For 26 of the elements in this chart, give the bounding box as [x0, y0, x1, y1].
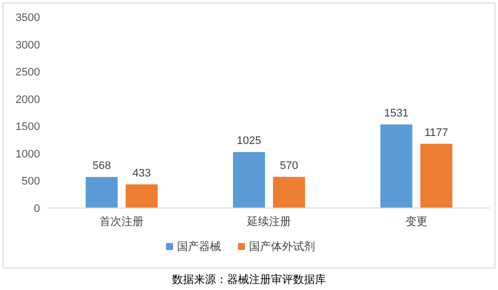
data-label: 1177: [424, 126, 448, 139]
bar: [126, 184, 158, 208]
x-tick-label: 变更: [405, 215, 428, 228]
data-label: 568: [92, 160, 111, 172]
y-tick-label: 3500: [16, 12, 40, 24]
data-label: 1531: [384, 107, 409, 120]
bar: [273, 176, 305, 208]
x-tick-label: 首次注册: [100, 215, 144, 228]
bar: [233, 152, 265, 208]
y-tick-label: 1000: [16, 148, 40, 160]
bar: [420, 144, 452, 208]
x-tick-label: 延续注册: [246, 215, 291, 228]
y-tick-label: 3000: [16, 39, 40, 52]
y-tick-label: 2500: [16, 66, 40, 79]
bar: [380, 124, 412, 208]
data-label: 570: [280, 160, 298, 172]
data-label: 1025: [236, 135, 262, 148]
bar: [86, 177, 118, 208]
legend-label: 国产体外试剂: [249, 240, 315, 253]
data-label: 433: [132, 167, 151, 180]
legend-label: 国产器械: [177, 240, 221, 253]
y-tick-label: 2000: [16, 94, 40, 106]
y-tick-label: 1500: [16, 121, 40, 134]
y-tick-label: 0: [34, 203, 40, 215]
source-note: 数据来源：器械注册审评数据库: [172, 273, 326, 286]
y-tick-label: 500: [22, 176, 40, 188]
